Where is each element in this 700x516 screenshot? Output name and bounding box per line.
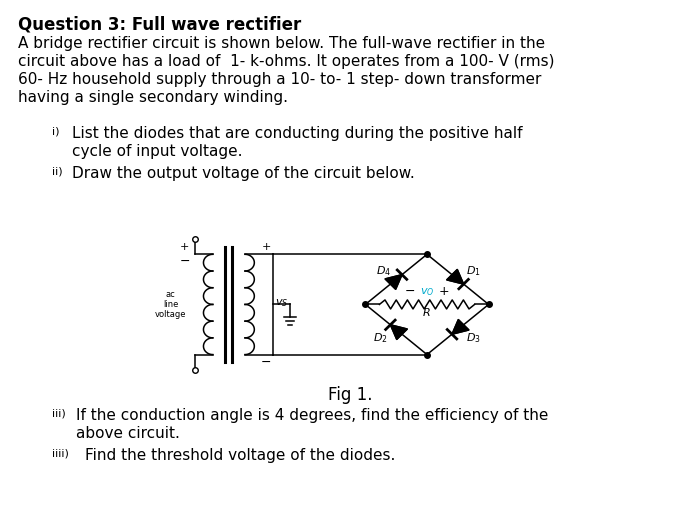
Polygon shape [447,269,463,284]
Text: iii): iii) [52,408,66,418]
Text: −: − [405,285,416,298]
Text: cycle of input voltage.: cycle of input voltage. [72,144,242,159]
Text: $v_S$: $v_S$ [275,297,288,309]
Text: $D_1$: $D_1$ [466,264,481,278]
Text: ac
line
voltage: ac line voltage [155,289,186,319]
Text: Question 3: Full wave rectifier: Question 3: Full wave rectifier [18,16,301,34]
Text: +: + [261,242,271,252]
Text: $D_3$: $D_3$ [466,331,481,345]
Text: above circuit.: above circuit. [76,426,180,441]
Polygon shape [391,325,407,340]
Text: If the conduction angle is 4 degrees, find the efficiency of the: If the conduction angle is 4 degrees, fi… [76,408,548,423]
Text: $v_O$: $v_O$ [420,286,434,298]
Text: A bridge rectifier circuit is shown below. The full-wave rectifier in the: A bridge rectifier circuit is shown belo… [18,36,545,51]
Text: List the diodes that are conducting during the positive half: List the diodes that are conducting duri… [72,126,522,141]
Text: +: + [180,242,190,252]
Text: −: − [179,255,190,268]
Text: −: − [260,356,272,368]
Text: $D_4$: $D_4$ [376,264,391,278]
Text: ii): ii) [52,166,62,176]
Text: R: R [423,308,431,318]
Text: Draw the output voltage of the circuit below.: Draw the output voltage of the circuit b… [72,166,414,181]
Polygon shape [452,319,469,334]
Text: circuit above has a load of  1- k-ohms. It operates from a 100- V (rms): circuit above has a load of 1- k-ohms. I… [18,54,554,69]
Text: $D_2$: $D_2$ [373,331,389,345]
Text: +: + [438,285,449,298]
Text: iiii): iiii) [52,448,69,458]
Text: Find the threshold voltage of the diodes.: Find the threshold voltage of the diodes… [85,448,395,463]
Text: 60- Hz household supply through a 10- to- 1 step- down transformer: 60- Hz household supply through a 10- to… [18,72,541,87]
Text: i): i) [52,126,60,136]
Text: Fig 1.: Fig 1. [328,386,372,404]
Polygon shape [385,275,402,289]
Text: having a single secondary winding.: having a single secondary winding. [18,90,288,105]
